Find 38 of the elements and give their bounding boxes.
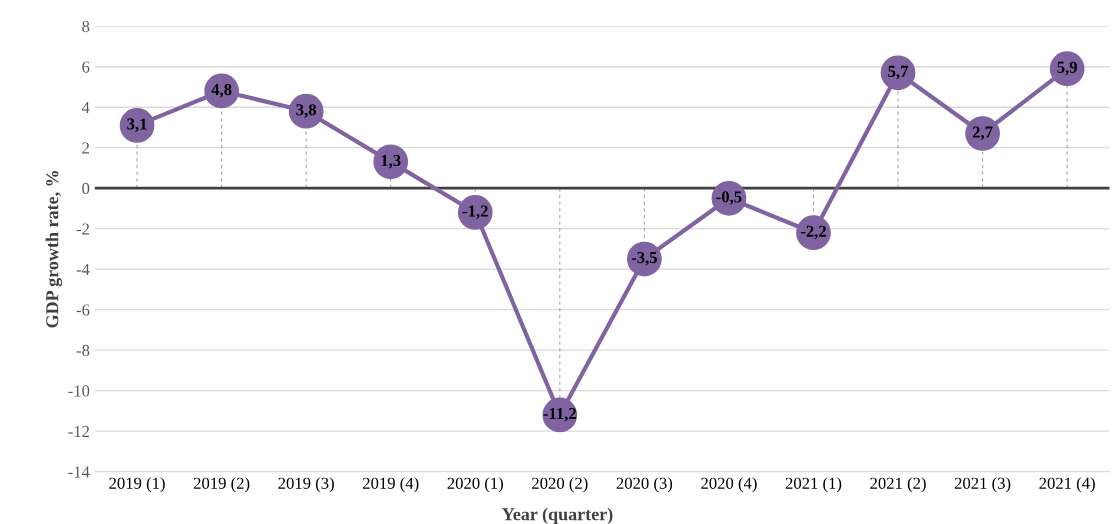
data-label: 4,8 [211,83,232,98]
data-label: 5,7 [888,65,909,80]
data-label: 1,3 [381,154,401,169]
x-tick-label: 2021 (3) [954,477,1011,493]
y-tick-label: -4 [76,263,90,275]
y-tick-label: 8 [82,20,90,33]
y-tick-label: 4 [81,101,90,113]
data-label: -3,5 [631,251,657,266]
data-label: 3,8 [296,104,317,118]
data-label: -1,2 [462,205,488,220]
y-tick-label: -12 [68,425,89,437]
y-tick-label: -6 [76,304,90,316]
x-tick-label: 2021 (2) [870,477,926,493]
x-tick-label: 2020 (2) [532,477,588,493]
y-tick-label: -8 [76,344,90,357]
x-tick-label: 2019 (4) [362,477,419,493]
x-tick-label: 2019 (2) [193,477,250,493]
y-tick-label: -10 [68,385,90,397]
data-label: 5,9 [1057,61,1077,76]
y-tick-label: 0 [82,182,90,195]
data-label: -11,2 [543,407,577,422]
y-axis-title: GDP growth rate, % [45,171,63,328]
x-axis-title: Year (quarter) [502,507,613,524]
x-tick-label: 2019 (3) [278,477,334,493]
x-tick-label: 2021 (1) [785,477,842,493]
x-tick-label: 2020 (4) [701,477,757,493]
x-tick-label: 2020 (1) [447,477,503,493]
data-label: 3,1 [127,118,147,132]
y-tick-label: 6 [82,61,90,73]
data-label: -2,2 [800,225,826,240]
y-tick-label: -14 [68,466,90,478]
x-tick-label: 2020 (3) [616,477,673,493]
data-label: -0,5 [716,191,742,205]
data-label: 2,7 [972,126,993,141]
y-tick-label: -2 [76,223,89,235]
x-tick-label: 2019 (1) [109,477,165,493]
y-tick-label: 2 [82,142,89,154]
x-tick-label: 2021 (4) [1039,477,1095,493]
